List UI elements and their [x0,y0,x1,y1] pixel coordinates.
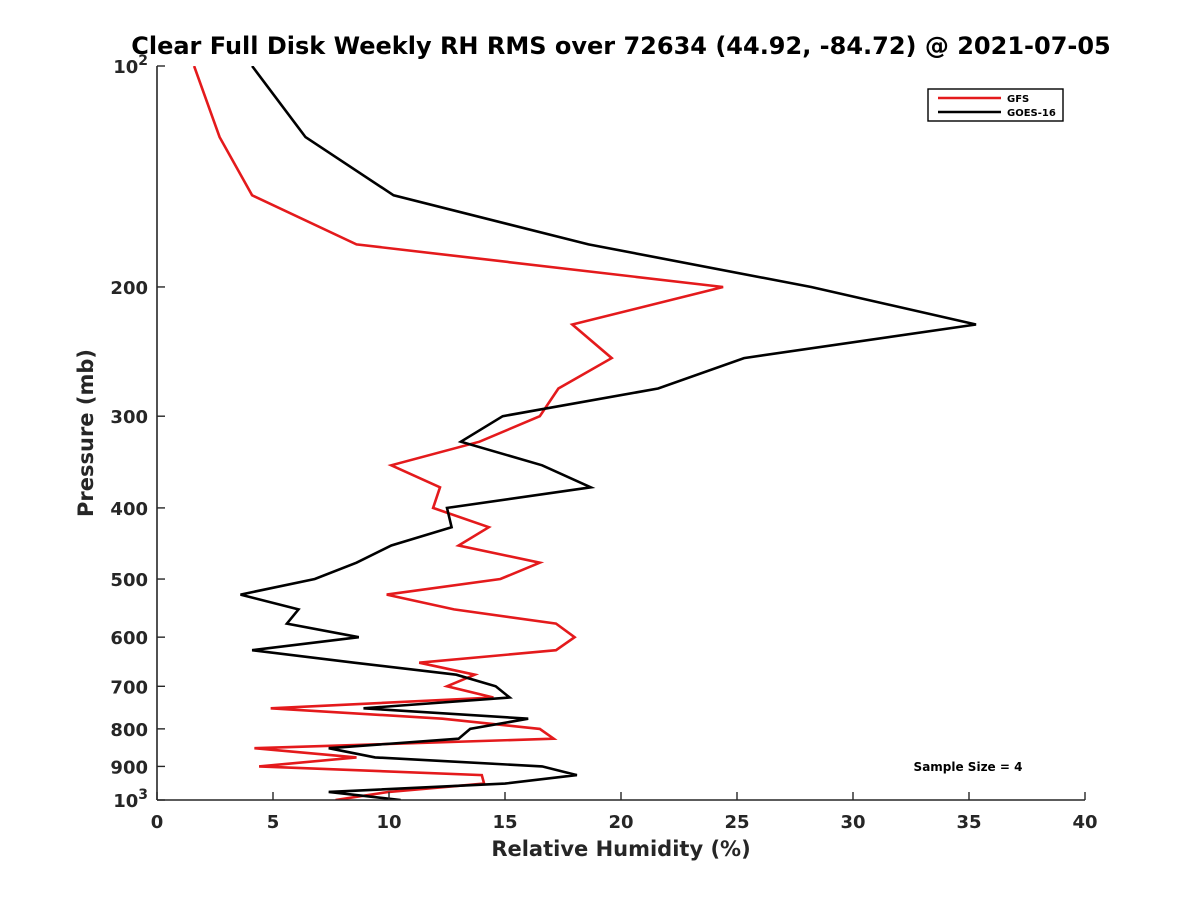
x-tick-label: 35 [956,812,981,833]
x-tick-label: 40 [1072,812,1097,833]
x-tick-label: 25 [724,812,749,833]
y-tick-label: 200 [110,278,148,299]
series-layer [192,66,977,800]
y-tick-label: 500 [110,570,148,591]
x-axis-label: Relative Humidity (%) [491,837,750,861]
chart-title: Clear Full Disk Weekly RH RMS over 72634… [131,32,1111,60]
x-tick-label: 15 [492,812,517,833]
legend: GFS GOES-16 [927,88,1064,122]
sample-size-annotation: Sample Size = 4 [914,760,1023,774]
y-tick-label: 400 [110,499,148,520]
legend-box [927,88,1064,122]
legend-label: GOES-16 [1007,108,1056,119]
x-tick-label: 5 [267,812,280,833]
axes-layer: 0 5 10 15 20 25 30 35 40 102 200 300 400 500 600 700 800… [110,53,1097,833]
x-tick-label: 20 [608,812,633,833]
y-tick-label: 300 [110,407,148,428]
y-tick-label: 800 [110,720,148,741]
legend-label: GFS [1007,94,1029,105]
y-tick-label: 103 [113,787,148,812]
y-tick-label: 700 [110,677,148,698]
y-tick-label: 102 [113,53,148,78]
series-line-goes-16 [240,66,977,800]
x-tick-label: 10 [376,812,401,833]
y-tick-label: 900 [110,757,148,778]
x-tick-label: 30 [840,812,865,833]
y-axis-label: Pressure (mb) [74,349,98,517]
series-line-gfs [192,66,724,800]
x-tick-label: 0 [151,812,164,833]
y-tick-label: 600 [110,628,148,649]
